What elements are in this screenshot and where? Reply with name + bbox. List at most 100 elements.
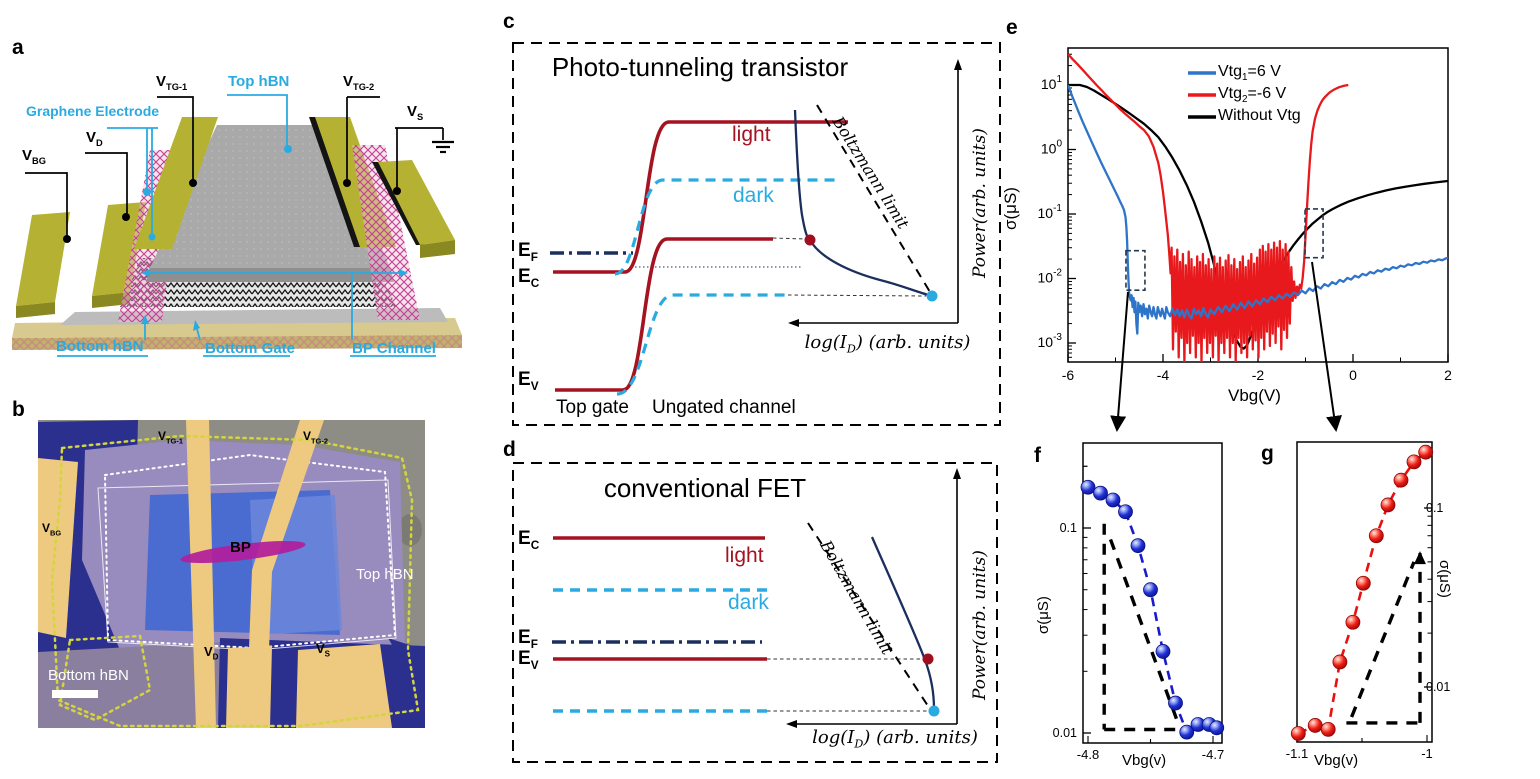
svg-text:2: 2 [1444, 367, 1452, 383]
svg-text:101: 101 [1041, 74, 1063, 92]
svg-text:10-1: 10-1 [1038, 203, 1063, 221]
legend-entry-vtg1: Vtg1=6 V [1218, 63, 1281, 84]
vs-pad [296, 644, 392, 728]
svg-text:0: 0 [1349, 367, 1357, 383]
boltzmann-limit-line-c [816, 104, 931, 293]
boltzmann-limit-line-d [807, 522, 929, 707]
vtg1-electrode [134, 117, 218, 249]
power-axis-label-d: Power(arb. units) [970, 550, 990, 700]
svg-text:10-3: 10-3 [1038, 332, 1063, 350]
panel-g-letter: g [1261, 442, 1274, 465]
panel-d-dashed-border [512, 462, 998, 763]
yellow-dotted-outline [50, 434, 420, 728]
ungated-channel-label-c: Ungated channel [652, 397, 796, 418]
scale-bar [52, 690, 98, 698]
ylabel-e: σ(μS) [1001, 187, 1020, 230]
contact-dots [63, 179, 401, 243]
panel-c-letter: c [503, 10, 515, 33]
xlabel-f: Vbg(v) [1122, 752, 1167, 769]
panel-d-letter: d [503, 438, 516, 461]
panel-f-letter: f [1034, 444, 1041, 467]
vd-label-b: VD [204, 644, 219, 662]
ef-label-c: EF [518, 240, 538, 264]
legend-entry-novtg: Without Vtg [1218, 107, 1301, 124]
xlabel-g: Vbg(v) [1314, 752, 1359, 769]
vs-label-b: VS [316, 641, 331, 659]
panel-d-title: conventional FET [603, 473, 807, 503]
svg-text:100: 100 [1041, 139, 1063, 157]
top-hbn-label-b: Top hBN [356, 566, 414, 583]
xlabel-e: Vbg(V) [1228, 386, 1281, 405]
device-micrograph [38, 420, 425, 728]
ev-label-c: EV [518, 369, 539, 393]
ylabel-f: σ(μS) [1035, 596, 1052, 634]
svg-text:-1.1: -1.1 [1286, 746, 1308, 761]
svg-text:-1: -1 [1421, 746, 1433, 761]
light-label-c: light [732, 123, 771, 146]
light-point-d [922, 653, 934, 665]
panel-a-letter: a [12, 36, 24, 59]
svg-text:0.1: 0.1 [1426, 501, 1443, 515]
panel-c-title: Photo-tunneling transistor [551, 52, 849, 82]
band-diagram-conventional-fet [512, 462, 998, 763]
right-navy-wedge [388, 638, 425, 700]
bp-streak [180, 540, 306, 564]
light-label-d: light [725, 544, 764, 567]
ec-label-d: EC [518, 528, 540, 552]
power-axis-label-c: Power(arb. units) [970, 128, 990, 278]
white-dotted-outline [103, 453, 397, 650]
svg-text:-6: -6 [1062, 367, 1075, 383]
vs-label-a: VS [407, 103, 424, 122]
vtg1-band [186, 420, 216, 728]
svg-text:-4: -4 [1157, 367, 1170, 383]
ec-label-c: EC [518, 266, 540, 290]
vbg-label-a: VBG [22, 147, 46, 166]
ef-label-d: EF [518, 627, 538, 651]
bottom-purple-region [38, 642, 225, 728]
top-gate-label-c: Top gate [556, 397, 629, 418]
bp-label-b: BP [230, 539, 251, 556]
vtg1-label-b: VTG-1 [158, 429, 183, 446]
svg-text:-2: -2 [1252, 367, 1265, 383]
ev-label-d: EV [518, 648, 539, 672]
vd-label-a: VD [86, 129, 103, 148]
dark-label-c: dark [733, 184, 774, 207]
vbg-strip [38, 458, 78, 638]
graphene-electrode-label: Graphene Electrode [26, 103, 160, 119]
inset-axes-d [795, 477, 958, 725]
valence-band-dark [616, 293, 788, 396]
light-point-c [804, 234, 816, 246]
conduction-band-dark [614, 178, 835, 276]
zoom-chart-blue: 0.1 0.01-4.8 -4.7 [1053, 442, 1224, 762]
white-solid-outline [97, 479, 397, 651]
ground-symbol [432, 140, 454, 154]
svg-text:-4.7: -4.7 [1202, 747, 1224, 762]
bp-channel-label-a: BP Channel [352, 340, 436, 357]
band-diagram-photo-tunneling [512, 42, 1001, 426]
bottom-hbn-label-a: Bottom hBN [56, 338, 144, 355]
bottom-hbn-label-b: Bottom hBN [48, 667, 129, 684]
power-curve-c [793, 109, 933, 298]
svg-text:10-2: 10-2 [1038, 268, 1063, 286]
bottom-gate-label-a: Bottom Gate [205, 340, 295, 357]
vbg-electrode [16, 212, 70, 306]
cyan-dots-arrows [141, 145, 408, 331]
svg-text:-4.8: -4.8 [1077, 747, 1099, 762]
zoom-chart-red: 0.1 0.01 -1.1 -1 [1286, 441, 1450, 761]
svg-text:0.1: 0.1 [1060, 521, 1077, 535]
cyan-pointers [57, 94, 436, 357]
logid-axis-label-d: log(ID) (arb. units) [812, 727, 978, 751]
vbg-label-b: VBG [42, 521, 62, 538]
vtg2-label-a: VTG-2 [343, 73, 375, 92]
dark-point-d [928, 705, 940, 717]
logid-axis-label-c: log(ID) (arb. units) [804, 332, 971, 356]
vtg1-label-a: VTG-1 [156, 73, 188, 92]
inset-axes-c [797, 68, 959, 324]
conduction-band-light [553, 120, 848, 274]
vtg2-label-b: VTG-2 [303, 429, 328, 446]
valence-band-light [555, 237, 773, 392]
panel-e-letter: e [1006, 16, 1018, 39]
dark-point-c [926, 290, 938, 302]
transfer-curve-chart: 10-3 10-2 10-1 100 101 -6 -4 -2 0 2 [1038, 47, 1452, 383]
